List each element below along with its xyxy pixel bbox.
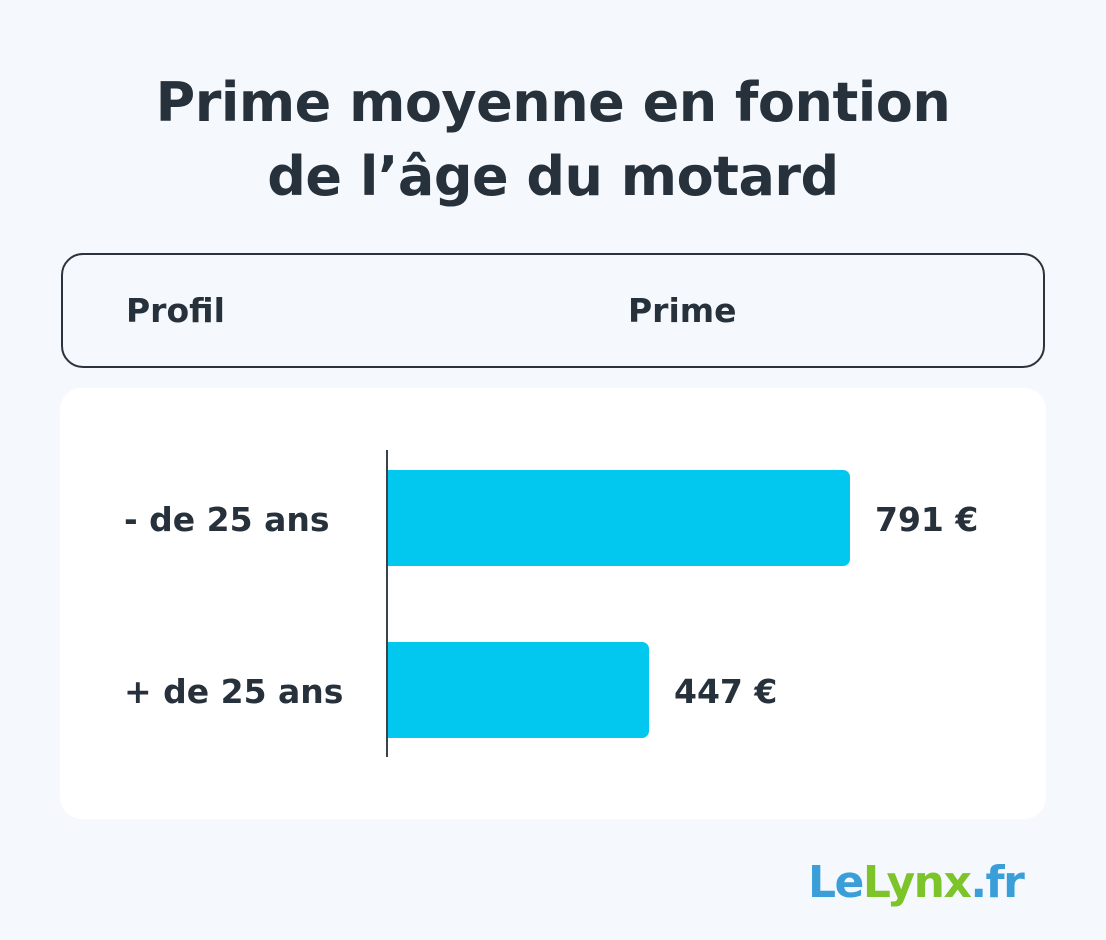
chart-title-line1: Prime moyenne en fontion <box>155 71 951 134</box>
bar-under-25 <box>388 470 850 566</box>
bar-over-25 <box>388 642 649 738</box>
bar-value-over-25: 447 € <box>674 672 778 711</box>
logo-part-fr: .fr <box>970 857 1025 908</box>
logo-part-lynx: Lynx <box>862 857 972 908</box>
header-profil: Profil <box>126 291 225 330</box>
bar-value-under-25: 791 € <box>875 500 979 539</box>
lelynx-logo: LeLynx.fr <box>808 857 1025 908</box>
chart-title-line2: de l’âge du motard <box>267 145 839 208</box>
chart-card: - de 25 ans 791 € + de 25 ans 447 € <box>60 388 1046 819</box>
header-prime: Prime <box>628 291 737 330</box>
table-header: Profil Prime <box>61 253 1045 368</box>
y-axis-line <box>386 450 388 757</box>
chart-title: Prime moyenne en fontion de l’âge du mot… <box>0 66 1106 214</box>
logo-part-le: Le <box>808 857 864 908</box>
row-label-over-25: + de 25 ans <box>124 672 344 711</box>
row-label-under-25: - de 25 ans <box>124 500 330 539</box>
